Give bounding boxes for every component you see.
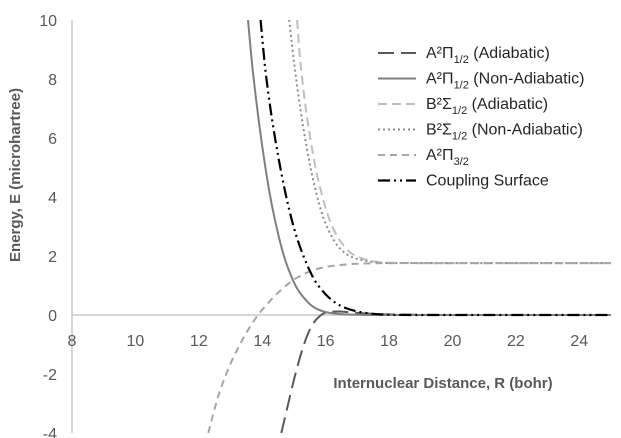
series-layer: [207, 20, 611, 433]
y-tick-label: 6: [48, 131, 57, 148]
legend-label: A²Π1/2 (Adiabatic): [426, 45, 550, 66]
y-tick-label: 4: [48, 190, 57, 207]
x-tick-label: 20: [444, 333, 462, 350]
series-line-3: [296, 20, 611, 265]
x-tick-label: 8: [68, 333, 77, 350]
x-tick-label: 24: [570, 333, 588, 350]
legend-label: A²Π1/2 (Non-Adiabatic): [426, 71, 584, 92]
y-tick-label: 2: [48, 249, 57, 266]
x-tick-label: 18: [380, 333, 398, 350]
series-line-1: [280, 310, 611, 433]
y-tick-label: -4: [43, 426, 57, 438]
x-tick-label: 10: [127, 333, 145, 350]
series-line-2: [247, 20, 611, 317]
series-line-6: [259, 20, 611, 317]
series-line-5: [207, 262, 611, 433]
y-axis-title: Energy, E (microhartree): [7, 88, 24, 262]
y-tick-label: -2: [43, 367, 57, 384]
series-line-4: [288, 20, 611, 265]
x-tick-label: 22: [507, 333, 525, 350]
legend: A²Π1/2 (Adiabatic) A²Π1/2 (Non-Adiabatic)…: [378, 45, 584, 190]
x-tick-label: 16: [317, 333, 335, 350]
y-tick-label: 10: [39, 13, 57, 30]
y-tick-label: 0: [48, 308, 57, 325]
x-tick-label: 14: [253, 333, 271, 350]
x-axis-title: Internuclear Distance, R (bohr): [333, 375, 552, 392]
legend-label: A²Π3/2: [426, 147, 469, 168]
y-tick-label: 8: [48, 72, 57, 89]
x-tick-label: 12: [190, 333, 208, 350]
legend-label: B²Σ1/2 (Adiabatic): [426, 96, 548, 117]
legend-label: B²Σ1/2 (Non-Adiabatic): [426, 122, 583, 143]
legend-label: Coupling Surface: [426, 173, 549, 190]
